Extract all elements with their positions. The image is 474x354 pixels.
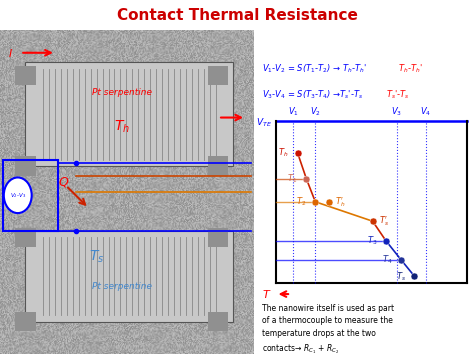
Bar	[26, 231, 233, 321]
Text: Contact Thermal Resistance: Contact Thermal Resistance	[117, 7, 357, 23]
Text: $I$: $I$	[8, 47, 13, 59]
Bar	[15, 66, 36, 85]
Text: $T_s$: $T_s$	[396, 270, 406, 282]
Text: $T_1$: $T_1$	[287, 173, 298, 185]
Text: $T_3$: $T_3$	[366, 234, 377, 247]
Bar	[208, 312, 228, 331]
Text: $T_s$'-$T_s$: $T_s$'-$T_s$	[386, 88, 410, 101]
Bar	[26, 62, 233, 166]
Text: $T$: $T$	[263, 288, 272, 300]
Text: $V_3$-$V_4$ = S($T_3$-$T_4$) →$T_s$'-$T_s$: $V_3$-$V_4$ = S($T_3$-$T_4$) →$T_s$'-$T_…	[263, 88, 364, 101]
Circle shape	[4, 177, 32, 213]
Text: $T_h$: $T_h$	[278, 147, 289, 159]
Text: $T_h$: $T_h$	[114, 119, 130, 136]
Bar	[208, 228, 228, 247]
Text: Pt serpentine: Pt serpentine	[92, 88, 152, 97]
Bar	[26, 231, 233, 321]
Bar	[15, 156, 36, 176]
Text: $V_1$-$V_2$ = S($T_1$-$T_2$) → $T_h$-$T_h$': $V_1$-$V_2$ = S($T_1$-$T_2$) → $T_h$-$T_…	[263, 63, 367, 75]
Bar	[208, 66, 228, 85]
Text: Pt serpentine: Pt serpentine	[92, 282, 152, 291]
Text: $T_s$: $T_s$	[89, 249, 104, 265]
Text: $V_{2}$-$V_{3}$: $V_{2}$-$V_{3}$	[9, 191, 26, 200]
Bar	[208, 156, 228, 176]
Bar	[15, 312, 36, 331]
Text: $T_h$-$T_h$': $T_h$-$T_h$'	[398, 63, 423, 75]
Text: $T_s'$: $T_s'$	[379, 215, 389, 228]
Bar	[26, 62, 233, 166]
Text: $V_1$: $V_1$	[288, 105, 299, 118]
Text: $T_4$: $T_4$	[382, 254, 392, 266]
Text: $V_3$: $V_3$	[392, 105, 402, 118]
Text: $V_4$: $V_4$	[420, 105, 431, 118]
Text: $Q$: $Q$	[58, 175, 70, 189]
Bar	[2, 160, 58, 231]
Text: $V_2$: $V_2$	[310, 105, 321, 118]
Text: $T_2$: $T_2$	[296, 195, 307, 208]
Text: $T_h'$: $T_h'$	[335, 195, 346, 209]
Bar	[15, 228, 36, 247]
Text: The nanowire itself is used as part
of a thermocouple to measure the
temperature: The nanowire itself is used as part of a…	[263, 304, 394, 354]
Text: $V_{TE}$: $V_{TE}$	[256, 116, 272, 129]
